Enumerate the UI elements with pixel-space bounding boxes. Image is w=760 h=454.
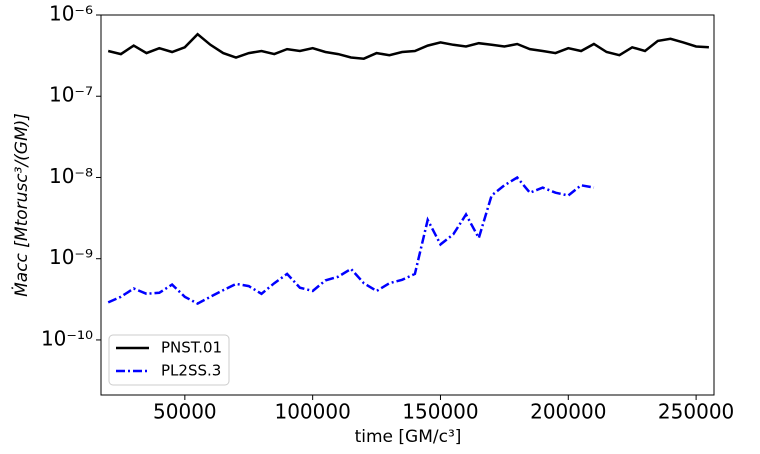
x-tick-label: 150000 (402, 400, 478, 424)
y-tick-label: 10⁻⁹ (49, 245, 93, 269)
x-tick-label: 100000 (274, 400, 350, 424)
series-line (107, 175, 595, 306)
x-tick-label: 250000 (658, 400, 734, 424)
legend-label: PL2SS.3 (161, 362, 221, 380)
series-line (107, 32, 709, 60)
plot-frame (100, 14, 715, 396)
y-tick-label: 10⁻⁶ (49, 2, 93, 26)
y-tick-label: 10⁻⁸ (49, 164, 93, 188)
x-axis-label: time [GM/c³] (355, 427, 462, 447)
y-tick-label: 10⁻¹⁰ (41, 326, 93, 350)
x-tick-label: 50000 (153, 400, 217, 424)
legend-label: PNST.01 (161, 339, 222, 357)
y-tick-label: 10⁻⁷ (49, 83, 93, 107)
y-axis-label: Ṁacc [Mtorusc³/(GM)] (11, 113, 32, 297)
x-tick-label: 200000 (530, 400, 606, 424)
